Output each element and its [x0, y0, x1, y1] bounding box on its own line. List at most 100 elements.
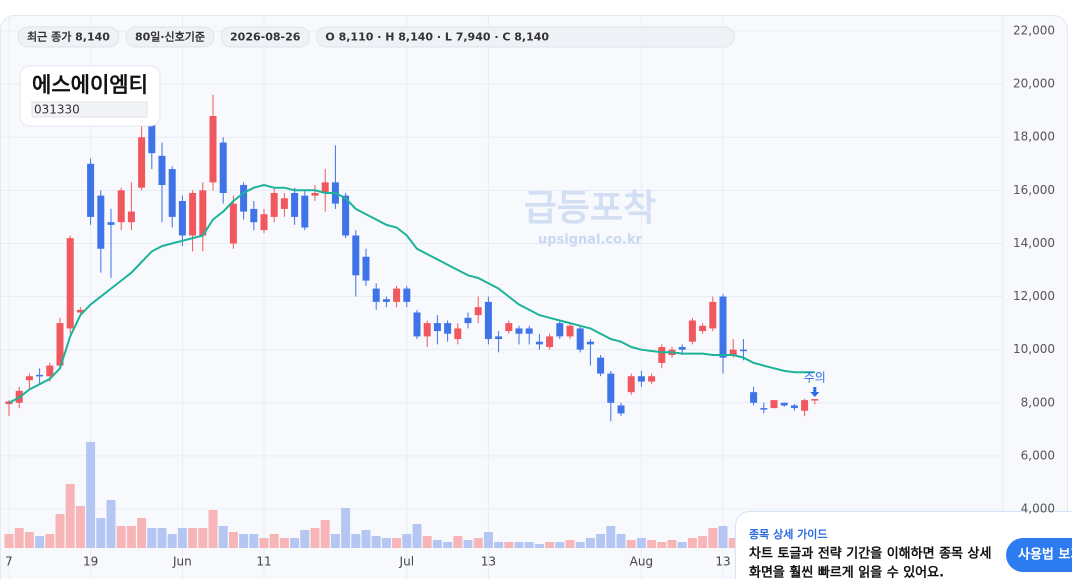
volume-bar — [65, 484, 75, 548]
y-tick-label: 8,000 — [1021, 395, 1055, 409]
volume-bar — [167, 534, 177, 548]
candle-body — [648, 376, 656, 382]
volume-bar — [616, 534, 626, 548]
guide-panel — [735, 511, 1072, 579]
volume-bar — [269, 534, 279, 548]
candle-body — [658, 347, 666, 363]
candle-body — [811, 399, 819, 401]
candle-body — [372, 288, 380, 302]
candle-body — [250, 208, 258, 223]
candle-body — [342, 195, 350, 236]
y-tick-label: 22,000 — [1013, 24, 1055, 38]
y-tick-label: 14,000 — [1013, 236, 1055, 250]
y-tick-label: 4,000 — [1021, 502, 1055, 516]
candle-body — [291, 192, 299, 217]
chip-label: O 8,110 · H 8,140 · L 7,940 · C 8,140 — [325, 31, 549, 44]
candle-body — [178, 200, 186, 236]
watermark-title: 급등포착 — [524, 188, 656, 229]
candle-body — [607, 373, 615, 403]
candle-body — [586, 341, 594, 345]
candle-body — [240, 185, 248, 212]
volume-bar — [55, 514, 65, 548]
volume-bar — [422, 536, 432, 548]
candle-body — [535, 341, 543, 345]
chip: 80일·신호기준 — [125, 26, 215, 48]
annotation-label: 주의 — [804, 371, 826, 385]
candle-body — [719, 296, 727, 358]
candle-body — [597, 357, 605, 374]
volume-bar — [432, 540, 442, 548]
volume-bar — [208, 510, 218, 548]
candle-body — [97, 195, 105, 249]
guide-title: 종목 상세 가이드 — [749, 527, 828, 541]
volume-bar — [381, 538, 391, 548]
volume-bar — [575, 542, 585, 548]
x-tick-label: 19 — [83, 555, 98, 569]
candle-body — [495, 336, 503, 340]
stock-code: 031330 — [34, 103, 80, 117]
candle-body — [637, 376, 645, 382]
y-tick-label: 20,000 — [1013, 77, 1055, 91]
volume-bar — [657, 542, 667, 548]
ma-line — [8, 183, 815, 404]
chip: O 8,110 · H 8,140 · L 7,940 · C 8,140 — [315, 26, 735, 48]
candle-body — [617, 405, 625, 414]
chip: 2026-08-26 — [220, 26, 310, 48]
candle-body — [168, 169, 176, 217]
volume-bar — [157, 528, 167, 548]
candle-body — [199, 190, 207, 236]
y-tick-label: 6,000 — [1021, 448, 1055, 462]
volume-bar — [24, 532, 34, 548]
volume-bar — [534, 544, 544, 548]
volume-bar — [667, 540, 677, 548]
volume-bar — [106, 500, 116, 548]
x-tick-label: 13 — [715, 555, 730, 569]
candle-body — [301, 195, 309, 228]
volume-bar — [698, 536, 708, 548]
volume-bar — [647, 540, 657, 548]
volume-bar — [239, 534, 249, 548]
volume-bar — [636, 538, 646, 548]
volume-bar — [677, 542, 687, 548]
volume-bar — [259, 538, 269, 548]
volume-bar — [626, 540, 636, 548]
volume-bar — [290, 538, 300, 548]
candle-body — [362, 256, 370, 281]
candle-body — [117, 190, 125, 223]
volume-bar — [96, 518, 106, 548]
volume-bar — [392, 538, 402, 548]
volume-bar — [585, 538, 595, 548]
volume-bar — [330, 534, 340, 548]
candle-body — [474, 307, 482, 316]
candle-body — [709, 301, 717, 329]
volume-bar — [687, 538, 697, 548]
candle-body — [413, 312, 421, 337]
candle-body — [750, 392, 758, 403]
volume-bar — [555, 542, 565, 548]
volume-bar — [341, 508, 351, 548]
volume-bar — [86, 442, 96, 548]
volume-bar — [177, 528, 187, 548]
candle-body — [739, 349, 747, 352]
candle-body — [505, 323, 513, 332]
candle-body — [699, 325, 707, 332]
candle-body — [219, 142, 227, 193]
volume-bar — [708, 528, 718, 548]
volume-bar — [126, 526, 136, 548]
volume-bar — [402, 534, 412, 548]
candle-body — [515, 328, 523, 334]
candle-body — [107, 222, 115, 225]
volume-bar — [483, 532, 493, 548]
guide-button-label[interactable]: 사용법 보기 — [1018, 547, 1072, 563]
volume-bar — [565, 540, 575, 548]
candle-body — [36, 374, 44, 377]
volume-bar — [443, 542, 453, 548]
chip-label: 2026-08-26 — [230, 31, 301, 44]
y-tick-label: 12,000 — [1013, 289, 1055, 303]
volume-bar — [300, 530, 310, 548]
guide-button[interactable] — [1006, 538, 1072, 572]
candle-body — [566, 325, 574, 337]
volume-bar — [606, 526, 616, 548]
candle-body — [87, 163, 95, 217]
